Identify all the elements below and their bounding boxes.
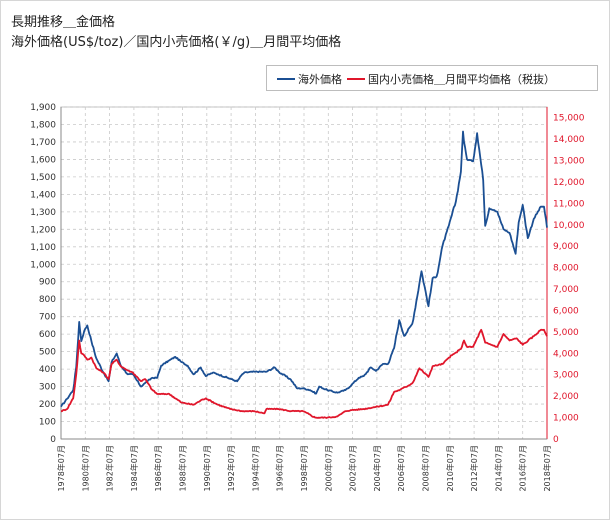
series-line-domestic [61,328,548,419]
chart-subtitle: 海外価格(US$/toz)／国内小売価格(￥/g)＿月間平均価格 [11,35,342,50]
chart-title: 長期推移＿金価格 [11,15,116,30]
y-right-tick-label: 15,000 [553,114,585,124]
y-right-tick-label: 3,000 [553,371,579,381]
y-left-tick-label: 1,000 [30,260,56,270]
x-tick-label: 1992年07月 [226,445,236,492]
y-right-tick-label: 1,000 [553,414,579,424]
y-left-tick-label: 400 [39,365,56,375]
legend-swatch-domestic [347,78,365,80]
y-left-tick-label: 700 [39,313,56,323]
y-left-tick-label: 600 [39,330,56,340]
y-left-tick-label: 1,700 [30,138,56,148]
x-tick-label: 1986年07月 [153,445,163,492]
y-left-tick-label: 1,100 [30,243,56,253]
chart-legend: 海外価格 国内小売価格＿月間平均価格（税抜） [266,65,598,91]
legend-item-domestic: 国内小売価格＿月間平均価格（税抜） [347,71,555,87]
y-left-tick-label: 1,600 [30,155,56,165]
x-tick-label: 1990年07月 [202,445,212,492]
x-tick-label: 2018年07月 [542,445,552,492]
x-tick-label: 1994年07月 [250,445,260,492]
legend-label-domestic: 国内小売価格＿月間平均価格（税抜） [368,73,555,86]
y-left-tick-label: 800 [39,295,56,305]
y-left-tick-label: 200 [39,400,56,410]
x-tick-label: 2010年07月 [445,445,455,492]
x-tick-label: 1996年07月 [275,445,285,492]
y-left-tick-label: 1,900 [30,103,56,113]
x-tick-label: 2008年07月 [421,445,431,492]
y-right-tick-label: 7,000 [553,285,579,295]
y-left-tick-label: 1,300 [30,208,56,218]
legend-label-overseas: 海外価格 [298,73,342,86]
x-tick-label: 1982年07月 [105,445,115,492]
y-left-tick-label: 100 [39,418,56,428]
y-left-tick-label: 300 [39,383,56,393]
y-right-tick-label: 10,000 [553,221,585,231]
legend-swatch-overseas [277,78,295,80]
y-right-tick-label: 0 [553,435,559,445]
x-tick-label: 1984年07月 [129,445,139,492]
x-tick-label: 2002年07月 [348,445,358,492]
x-tick-label: 2012年07月 [469,445,479,492]
y-right-tick-label: 9,000 [553,242,579,252]
y-left-tick-label: 1,800 [30,120,56,130]
legend-item-overseas: 海外価格 [277,71,342,87]
y-right-tick-label: 2,000 [553,392,579,402]
y-right-tick-label: 14,000 [553,135,585,145]
y-left-tick-label: 1,400 [30,190,56,200]
x-tick-label: 1980年07月 [80,445,90,492]
y-right-tick-label: 5,000 [553,328,579,338]
y-right-tick-label: 6,000 [553,306,579,316]
y-left-tick-label: 1,500 [30,173,56,183]
y-right-tick-label: 13,000 [553,157,585,167]
y-left-tick-label: 0 [50,435,56,445]
x-tick-label: 2014年07月 [493,445,503,492]
y-left-tick-label: 500 [39,348,56,358]
x-tick-label: 2000年07月 [323,445,333,492]
y-left-tick-label: 900 [39,278,56,288]
x-tick-label: 1988年07月 [178,445,188,492]
x-tick-label: 2006年07月 [396,445,406,492]
x-tick-label: 2016年07月 [518,445,528,492]
x-tick-label: 1978年07月 [56,445,66,492]
y-right-tick-label: 11,000 [553,199,585,209]
y-right-tick-label: 4,000 [553,349,579,359]
x-tick-label: 2004年07月 [372,445,382,492]
y-right-tick-label: 12,000 [553,178,585,188]
series-line-overseas [60,130,548,408]
y-right-tick-label: 8,000 [553,264,579,274]
x-tick-label: 1998年07月 [299,445,309,492]
y-left-tick-label: 1,200 [30,225,56,235]
